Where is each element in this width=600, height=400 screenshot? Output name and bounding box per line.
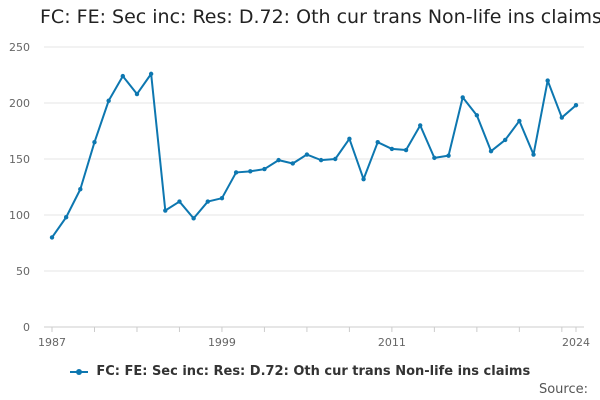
x-tick-label-1987: 1987 xyxy=(38,336,66,349)
data-point-2005[interactable] xyxy=(304,152,310,157)
y-tick-label-0: 0 xyxy=(23,321,30,334)
data-point-2023[interactable] xyxy=(559,115,565,120)
source-label: Source: xyxy=(538,382,588,397)
data-point-2016[interactable] xyxy=(460,95,465,100)
data-point-1994[interactable] xyxy=(148,71,154,77)
series-line-0 xyxy=(51,72,577,238)
data-point-2000[interactable] xyxy=(233,170,239,175)
data-point-1995[interactable] xyxy=(163,208,168,213)
legend: FC: FE: Sec inc: Res: D.72: Oth cur tran… xyxy=(0,364,600,379)
x-axis: 1987 1999 2011 2024 xyxy=(38,327,590,349)
data-point-2002[interactable] xyxy=(262,166,267,172)
y-tick-label-50: 50 xyxy=(16,265,30,278)
data-point-2010[interactable] xyxy=(375,140,380,145)
x-tick-label-2024: 2024 xyxy=(562,336,590,349)
data-point-2022[interactable] xyxy=(545,78,550,83)
data-point-2011[interactable] xyxy=(389,146,395,152)
data-point-1999[interactable] xyxy=(219,196,225,201)
data-point-1997[interactable] xyxy=(191,216,196,221)
data-point-2003[interactable] xyxy=(276,157,281,163)
y-axis-ticks: 0 50 100 150 200 250 xyxy=(9,41,30,334)
data-point-2012[interactable] xyxy=(403,147,409,153)
x-tick-label-1999: 1999 xyxy=(208,336,236,349)
data-point-1988[interactable] xyxy=(63,215,69,220)
data-point-2004[interactable] xyxy=(290,161,295,166)
y-tick-label-250: 250 xyxy=(9,41,30,54)
data-point-2014[interactable] xyxy=(432,155,437,161)
series-group xyxy=(49,71,579,240)
data-point-2017[interactable] xyxy=(474,113,480,118)
chart-title: FC: FE: Sec inc: Res: D.72: Oth cur tran… xyxy=(40,6,600,28)
data-point-2020[interactable] xyxy=(517,118,522,124)
grid-lines xyxy=(44,46,584,328)
data-point-2006[interactable] xyxy=(318,157,324,163)
data-point-2007[interactable] xyxy=(333,156,338,162)
data-point-2018[interactable] xyxy=(488,148,494,154)
data-point-2013[interactable] xyxy=(418,123,423,128)
legend-swatch xyxy=(69,368,88,375)
x-tick-label-2011: 2011 xyxy=(378,336,406,349)
data-point-2015[interactable] xyxy=(446,153,451,158)
data-point-1996[interactable] xyxy=(177,199,182,204)
data-point-2009[interactable] xyxy=(361,176,366,182)
data-point-1989[interactable] xyxy=(78,187,83,192)
data-point-2001[interactable] xyxy=(248,169,253,174)
data-point-2008[interactable] xyxy=(347,136,352,142)
data-point-2019[interactable] xyxy=(502,137,508,143)
data-point-1992[interactable] xyxy=(120,73,126,79)
y-tick-label-200: 200 xyxy=(9,97,30,110)
data-point-1990[interactable] xyxy=(92,140,97,145)
legend-label: FC: FE: Sec inc: Res: D.72: Oth cur tran… xyxy=(96,364,531,379)
data-point-1987[interactable] xyxy=(49,235,55,240)
y-tick-label-150: 150 xyxy=(9,153,30,166)
data-point-2024[interactable] xyxy=(573,103,579,108)
data-point-1998[interactable] xyxy=(205,199,210,204)
y-tick-label-100: 100 xyxy=(9,209,30,222)
data-point-1991[interactable] xyxy=(106,98,111,103)
data-point-2021[interactable] xyxy=(531,152,536,157)
data-point-1993[interactable] xyxy=(134,91,140,97)
